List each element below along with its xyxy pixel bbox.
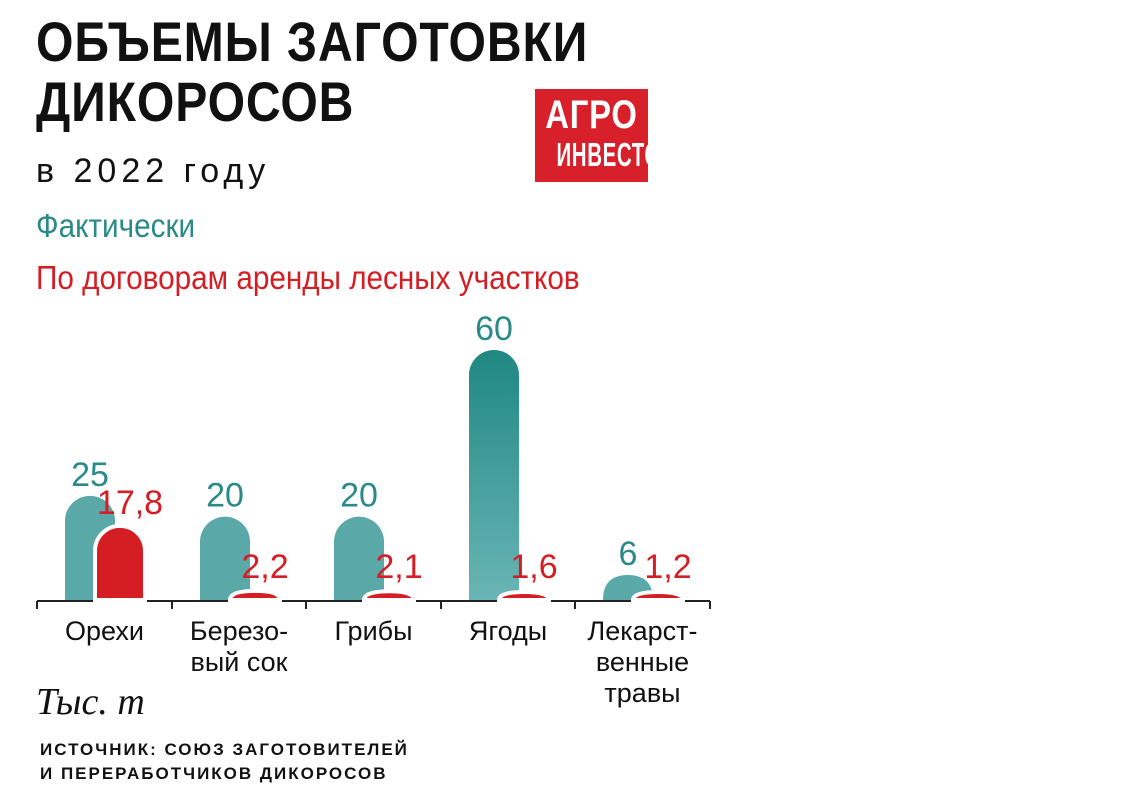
category-label: Березо-	[190, 616, 288, 646]
unit-label: Тыс. т	[36, 681, 145, 723]
category-label: травы	[604, 678, 680, 708]
value-label-lease: 1,6	[510, 548, 557, 586]
bar-actual	[334, 516, 384, 600]
bar-actual	[469, 350, 519, 600]
value-label-lease: 2,1	[375, 548, 422, 586]
value-label-actual: 25	[71, 456, 109, 494]
category-label: Лекарст-	[587, 616, 697, 646]
source-note: ИСТОЧНИК: СОЮЗ ЗАГОТОВИТЕЛЕЙ И ПЕРЕРАБОТ…	[40, 740, 409, 783]
value-label-lease: 2,2	[241, 548, 288, 586]
category-label: вый сок	[191, 647, 288, 677]
category-label: Орехи	[65, 616, 144, 646]
value-label-lease: 17,8	[97, 484, 163, 522]
bar-lease	[630, 589, 686, 602]
bar-lease	[227, 588, 283, 602]
legend-actual: Фактически	[36, 207, 196, 244]
category-label: Грибы	[334, 616, 412, 646]
category-label: венные	[596, 647, 689, 677]
chart-subtitle: в 2022 году	[36, 152, 271, 190]
category-label: Ягоды	[469, 616, 547, 646]
chart-title: ОБЪЕМЫ ЗАГОТОВКИ ДИКОРОСОВ	[36, 10, 589, 133]
bar-lease	[361, 589, 417, 602]
value-label-actual: 6	[619, 535, 638, 573]
value-label-actual: 20	[340, 477, 378, 515]
value-label-actual: 20	[206, 477, 244, 515]
logo-line-1: АГРО	[545, 93, 638, 137]
bar-lease	[93, 523, 147, 602]
value-label-lease: 1,2	[644, 548, 691, 586]
bar-lease	[496, 589, 552, 602]
value-label-actual: 60	[475, 310, 513, 348]
bar-actual	[200, 516, 250, 600]
legend-lease: По договорам аренды лесных участков	[36, 259, 580, 296]
